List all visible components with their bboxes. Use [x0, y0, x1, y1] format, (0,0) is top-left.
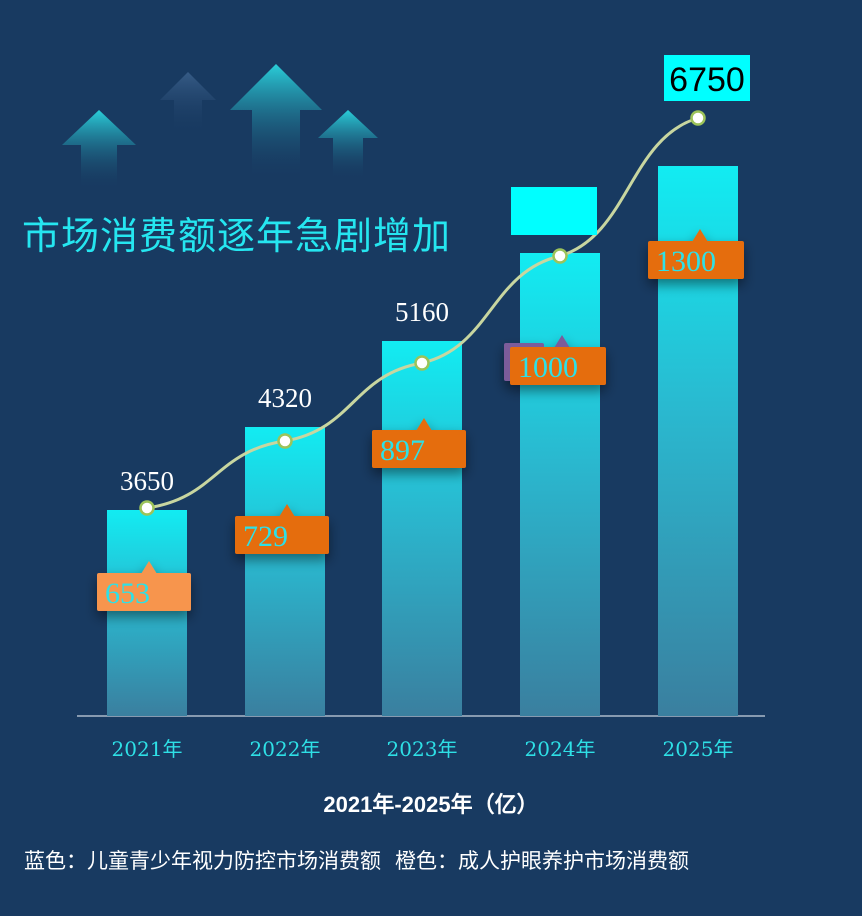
orange-label-2022年 — [235, 504, 329, 554]
arrow-up-icon — [62, 110, 136, 190]
bar-2022年 — [245, 427, 325, 716]
trend-point-2022年 — [277, 433, 293, 449]
orange-label-2023年 — [372, 418, 466, 468]
value-label-2025年: 6750 — [669, 61, 745, 99]
value-label-2022年: 4320 — [258, 383, 312, 413]
trend-point-2025年 — [690, 110, 706, 126]
orange-value-2022年: 729 — [243, 520, 288, 553]
arrow-up-icon — [230, 64, 322, 180]
bar-2024年 — [520, 253, 600, 716]
orange-value-2023年: 897 — [380, 434, 425, 467]
trend-point-2023年 — [414, 355, 430, 371]
legend: 蓝色：儿童青少年视力防控市场消费额 橙色：成人护眼养护市场消费额 — [24, 845, 703, 875]
orange-label-2024年 — [504, 335, 606, 385]
x-tick-2021年: 2021年 — [112, 737, 183, 761]
x-tick-2025年: 2025年 — [663, 737, 734, 761]
bar-2021年 — [107, 510, 187, 716]
decorative-arrows — [62, 64, 378, 190]
x-tick-2024年: 2024年 — [525, 737, 596, 761]
headline: 市场消费额逐年急剧增加 — [22, 214, 452, 258]
x-tick-2022年: 2022年 — [250, 737, 321, 761]
arrow-up-icon — [318, 110, 378, 180]
arrow-up-icon — [160, 72, 216, 135]
bar-2023年 — [382, 341, 462, 716]
value-label-2023年: 5160 — [395, 297, 449, 327]
x-tick-2023年: 2023年 — [387, 737, 458, 761]
orange-label-2025年 — [648, 229, 744, 279]
value-box-2025 — [664, 55, 750, 101]
legend-blue: 蓝色：儿童青少年视力防控市场消费额 — [24, 849, 381, 873]
orange-value-2025年: 1300 — [656, 245, 716, 278]
highlight-box-2024 — [511, 187, 597, 235]
x-axis-title: 2021年-2025年（亿） — [323, 792, 539, 817]
legend-orange: 橙色：成人护眼养护市场消费额 — [395, 849, 689, 873]
trend-point-2021年 — [139, 500, 155, 516]
trend-point-2024年 — [552, 248, 568, 264]
orange-label-2021年 — [97, 561, 191, 611]
orange-value-2021年: 653 — [105, 577, 150, 610]
value-label-2021年: 3650 — [120, 466, 174, 496]
orange-value-2024年: 1000 — [518, 351, 578, 384]
